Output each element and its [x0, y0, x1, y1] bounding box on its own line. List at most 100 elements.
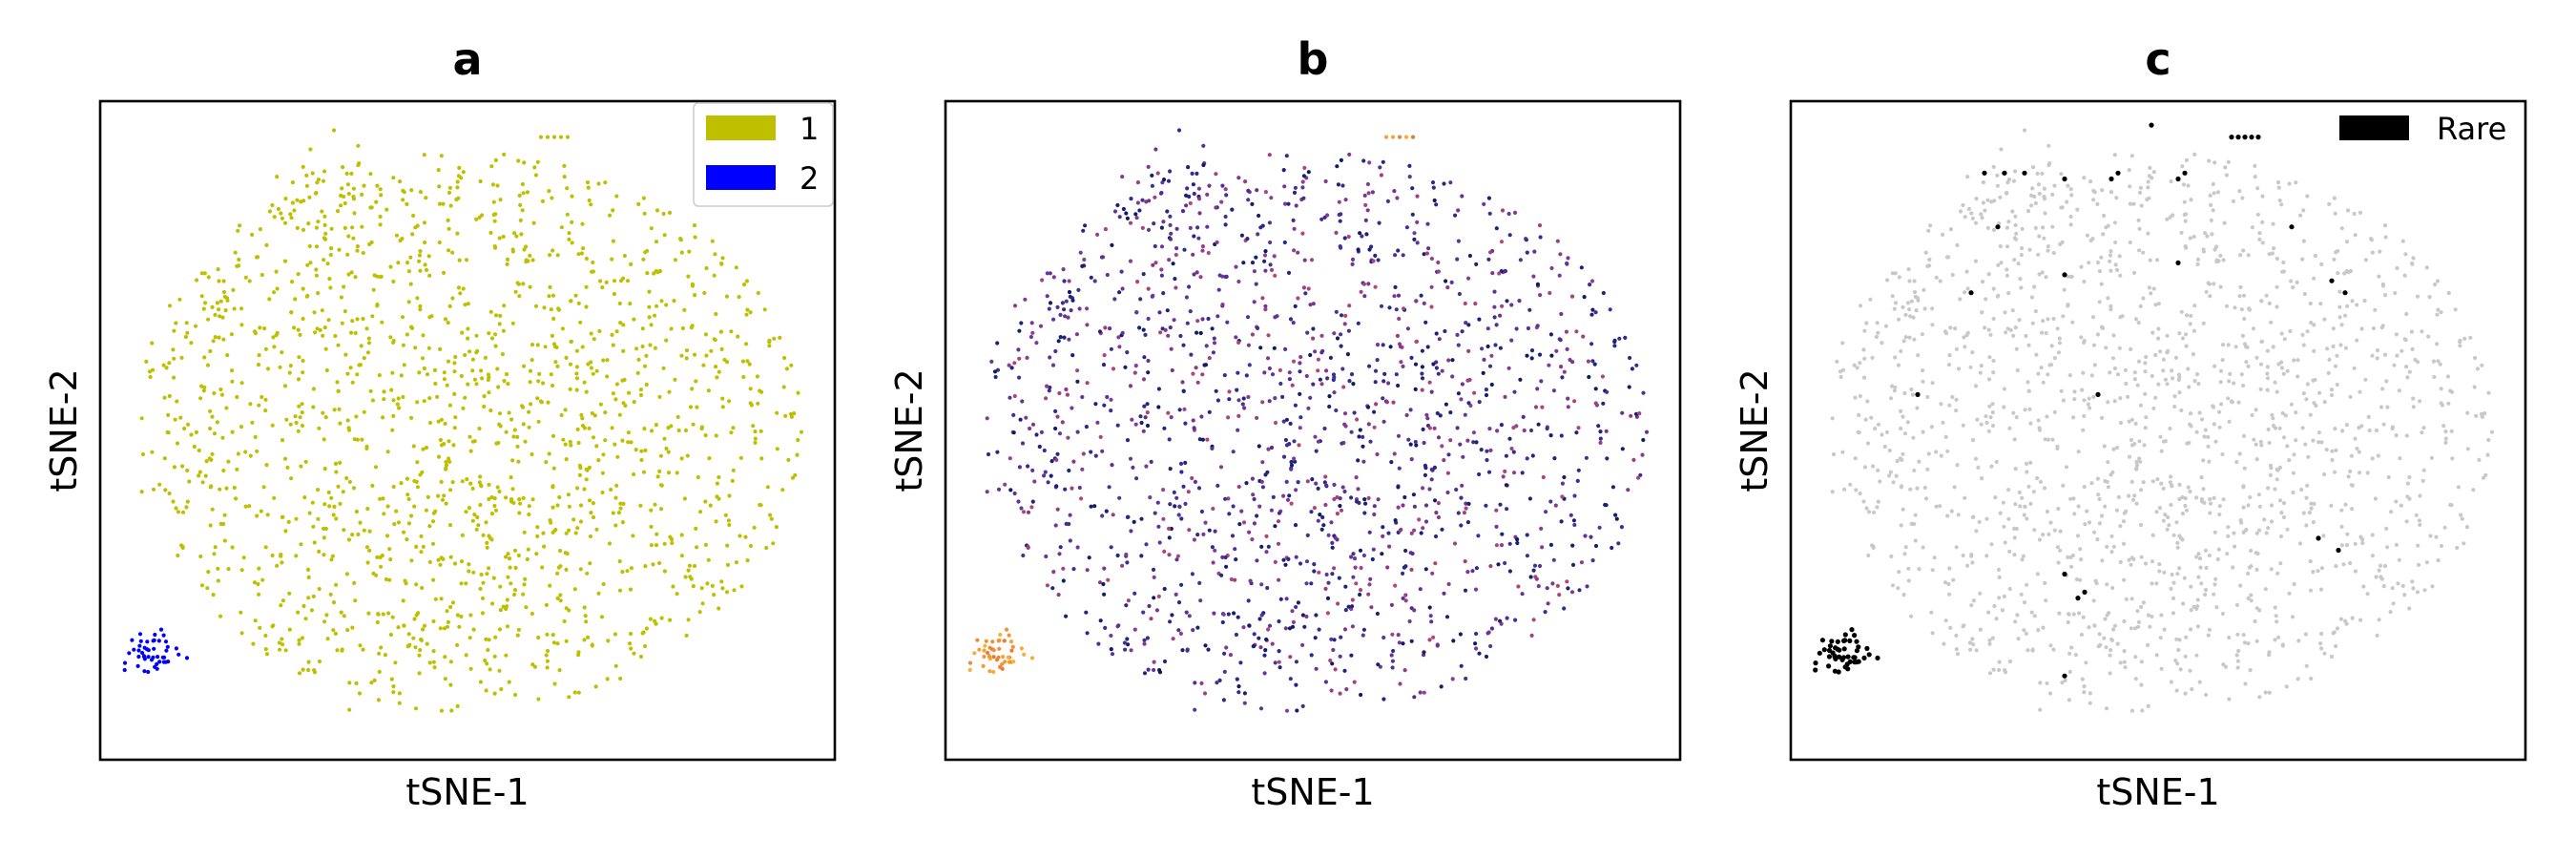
scatter-point	[2179, 408, 2184, 413]
scatter-point	[283, 529, 288, 534]
scatter-point	[2240, 196, 2245, 200]
scatter-point	[2071, 415, 2076, 420]
scatter-point	[682, 307, 687, 312]
scatter-point	[1838, 369, 1843, 374]
scatter-point	[2020, 246, 2025, 251]
scatter-point	[570, 241, 574, 245]
scatter-point	[654, 621, 658, 626]
scatter-point	[1292, 190, 1298, 195]
scatter-point	[1155, 171, 1160, 176]
scatter-point	[497, 322, 502, 326]
scatter-point	[1965, 286, 1970, 291]
scatter-point	[2322, 400, 2327, 405]
scatter-point	[2000, 608, 2005, 613]
scatter-point	[593, 684, 598, 689]
scatter-point	[406, 496, 411, 502]
scatter-point	[2270, 251, 2275, 256]
scatter-point	[1252, 643, 1257, 649]
scatter-point	[1022, 652, 1027, 657]
scatter-point	[2158, 636, 2163, 640]
scatter-point	[2012, 535, 2017, 540]
scatter-point	[727, 493, 732, 498]
scatter-point	[2479, 411, 2484, 416]
scatter-point	[1586, 359, 1590, 364]
scatter-point	[1292, 456, 1297, 461]
scatter-point	[1092, 279, 1097, 283]
scatter-point	[1538, 235, 1543, 240]
scatter-point	[648, 617, 654, 621]
scatter-point	[1993, 495, 1998, 500]
scatter-point	[2046, 162, 2051, 168]
scatter-point	[1467, 253, 1472, 259]
scatter-point	[1061, 566, 1066, 571]
scatter-point	[2216, 259, 2221, 263]
scatter-point	[657, 394, 662, 399]
scatter-point	[248, 402, 253, 407]
scatter-point	[1901, 414, 1905, 419]
scatter-point	[468, 481, 473, 486]
scatter-point	[2158, 349, 2163, 354]
scatter-point	[2390, 586, 2395, 591]
scatter-point	[1538, 293, 1543, 298]
scatter-point	[1861, 347, 1866, 352]
scatter-point	[450, 600, 455, 605]
scatter-point	[566, 492, 571, 497]
scatter-point	[293, 297, 298, 302]
scatter-point	[1328, 658, 1333, 663]
scatter-point	[699, 426, 704, 431]
scatter-point	[2465, 447, 2470, 451]
scatter-point	[275, 330, 280, 335]
scatter-point	[1145, 423, 1151, 429]
scatter-point	[590, 410, 594, 416]
scatter-point	[1983, 208, 1987, 213]
scatter-point	[1281, 419, 1286, 424]
scatter-point	[2101, 325, 2106, 330]
scatter-point	[1494, 508, 1499, 513]
scatter-point	[1372, 409, 1377, 414]
scatter-point	[516, 158, 521, 163]
scatter-point	[2337, 304, 2342, 309]
scatter-point	[1250, 476, 1255, 481]
scatter-point	[301, 199, 306, 203]
scatter-point	[2483, 411, 2487, 416]
scatter-point	[1168, 467, 1173, 471]
scatter-point	[1422, 252, 1426, 257]
scatter-point	[336, 388, 341, 393]
scatter-point	[2400, 239, 2405, 243]
scatter-point	[2290, 615, 2296, 619]
scatter-point	[1349, 653, 1354, 658]
scatter-point	[2220, 451, 2225, 457]
scatter-point	[2435, 279, 2441, 283]
scatter-point	[1992, 603, 1997, 609]
scatter-point	[2114, 267, 2120, 272]
scatter-point	[1273, 420, 1278, 426]
scatter-point	[1474, 440, 1479, 445]
scatter-point	[725, 543, 730, 548]
scatter-point	[1334, 309, 1339, 314]
scatter-point	[422, 623, 427, 628]
scatter-point	[437, 201, 443, 206]
scatter-point	[1093, 402, 1098, 407]
scatter-point	[1969, 603, 1974, 608]
scatter-point	[2025, 209, 2031, 214]
scatter-point	[2181, 182, 2186, 187]
scatter-point	[2037, 426, 2042, 430]
scatter-point	[185, 468, 190, 472]
scatter-point	[306, 221, 311, 226]
scatter-point	[442, 493, 447, 498]
scatter-point	[2276, 362, 2281, 367]
scatter-point	[282, 384, 288, 388]
scatter-point	[584, 477, 589, 482]
scatter-point	[1455, 332, 1460, 337]
scatter-point	[1914, 308, 1919, 313]
scatter-point	[1336, 601, 1340, 606]
scatter-point	[2105, 613, 2109, 618]
scatter-point	[346, 426, 351, 430]
scatter-point	[1913, 294, 1918, 299]
scatter-point	[2036, 182, 2041, 187]
scatter-point	[1369, 244, 1374, 249]
scatter-point	[1472, 390, 1477, 395]
scatter-point	[1133, 422, 1138, 427]
scatter-point	[2026, 343, 2031, 347]
scatter-point	[2069, 645, 2074, 650]
